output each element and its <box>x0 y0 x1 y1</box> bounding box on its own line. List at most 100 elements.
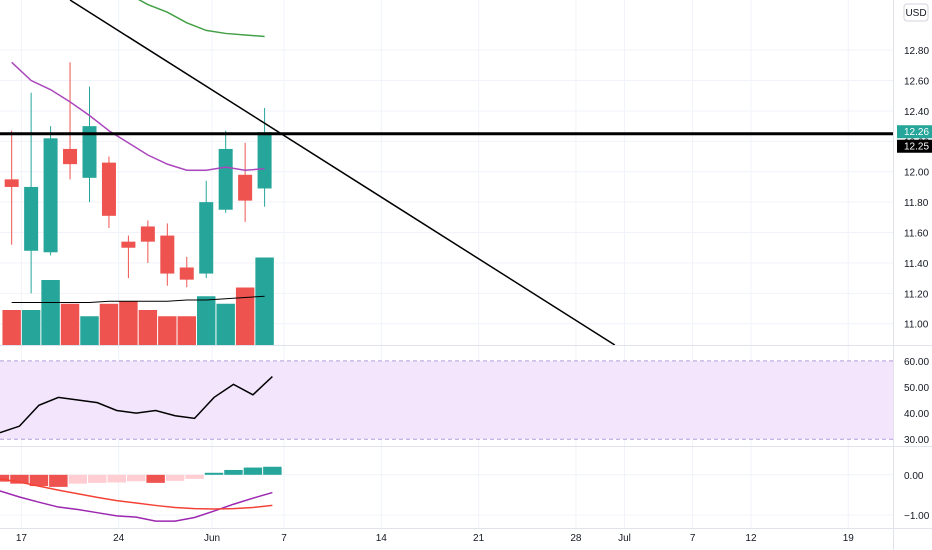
rsi-tick-label: 40.00 <box>904 409 929 420</box>
rsi-tick-label: 60.00 <box>904 357 929 368</box>
macd-histogram-bar <box>29 474 49 487</box>
badge-layer: 12.26 12.25 <box>897 125 932 153</box>
candle <box>101 156 116 228</box>
price-tick-label: 12.60 <box>904 77 929 88</box>
volume-ma-line <box>11 295 265 303</box>
line-layer <box>0 0 893 522</box>
volume-bar <box>60 303 80 345</box>
macd-histogram-bar <box>126 474 146 482</box>
candle <box>63 62 78 180</box>
macd-histogram-bar <box>49 474 68 487</box>
x-tick-label: 17 <box>16 533 28 544</box>
line-price-text: 12.25 <box>904 142 929 153</box>
price-tick-label: 11.40 <box>904 259 929 270</box>
candle <box>199 180 214 279</box>
price-tick-label: 11.60 <box>904 229 929 240</box>
candle-body <box>179 267 194 280</box>
macd-histogram-bar <box>185 474 204 479</box>
rsi-band <box>0 360 893 440</box>
volume-bar <box>216 303 235 345</box>
volume-bar <box>80 316 99 345</box>
macd-line <box>0 490 273 522</box>
macd-histogram-bar <box>10 474 29 484</box>
axis-layer: 17 24 Jun 7 14 21 28 Jul 7 12 19 12.80 12.60 12.40 12.… <box>16 46 930 544</box>
rsi-tick-label: 30.00 <box>904 435 929 446</box>
candle-body <box>63 148 78 165</box>
volume-bar <box>196 296 216 345</box>
candle-body <box>257 132 272 189</box>
candle-body <box>140 226 155 242</box>
x-tick-label: 12 <box>745 533 757 544</box>
ma-purple-line <box>11 61 265 171</box>
x-tick-label: 21 <box>473 533 485 544</box>
candle-body <box>4 179 19 187</box>
macd-tick-label: −1.00 <box>904 511 930 522</box>
volume-bar <box>177 316 196 345</box>
macd-histogram-bar <box>107 474 126 483</box>
candle <box>121 235 136 279</box>
candle <box>218 130 233 213</box>
grid-layer <box>0 0 893 528</box>
price-tick-label: 11.20 <box>904 289 929 300</box>
candle <box>43 126 58 256</box>
ma-green-line <box>137 0 265 38</box>
signal-line <box>0 478 273 510</box>
rsi-tick-label: 50.00 <box>904 383 929 394</box>
candle-body <box>218 148 233 210</box>
x-tick-label: 7 <box>281 533 287 544</box>
x-tick-label: 28 <box>570 533 582 544</box>
volume-bar <box>21 310 41 345</box>
candle <box>238 142 253 222</box>
candle-body <box>199 202 214 274</box>
macd-tick-label: 0.00 <box>904 471 924 482</box>
x-tick-label: 14 <box>376 533 388 544</box>
candle-layer <box>4 62 272 294</box>
volume-bar <box>41 280 60 345</box>
candle <box>179 256 194 288</box>
price-tick-label: 12.00 <box>904 168 929 179</box>
currency-label: USD <box>905 8 926 19</box>
candle-body <box>43 138 58 253</box>
macd-histogram-bar <box>146 474 165 483</box>
volume-bar <box>99 303 119 345</box>
price-tick-label: 11.80 <box>904 198 929 209</box>
volume-bar <box>138 310 158 345</box>
macd-histogram-bar <box>68 474 88 484</box>
candle-body <box>24 186 39 251</box>
macd-histogram-bar <box>204 472 224 475</box>
macd-histogram-bar <box>243 467 263 475</box>
candle-body <box>160 235 175 274</box>
candle <box>257 107 272 207</box>
volume-layer <box>0 257 282 487</box>
candle <box>24 92 39 294</box>
price-tick-label: 12.80 <box>904 46 929 57</box>
x-tick-label: 19 <box>843 533 855 544</box>
candle <box>4 130 19 245</box>
macd-histogram-bar <box>165 474 185 481</box>
macd-histogram-bar <box>88 474 107 483</box>
line-price-badge <box>897 139 932 153</box>
volume-bar <box>2 310 21 345</box>
volume-bar <box>158 316 177 345</box>
candle-body <box>238 174 253 201</box>
price-tick-label: 12.40 <box>904 107 929 118</box>
x-tick-label: Jun <box>204 533 220 544</box>
x-tick-label: 7 <box>690 533 696 544</box>
candle-body <box>82 126 97 178</box>
volume-bar <box>119 301 138 345</box>
macd-histogram-bar <box>263 466 282 475</box>
candle <box>140 220 155 263</box>
macd-histogram-bar <box>0 474 10 482</box>
x-tick-label: Jul <box>618 533 631 544</box>
candle-body <box>121 241 136 248</box>
currency-button[interactable]: USD <box>903 3 929 22</box>
price-tick-label: 11.00 <box>904 320 929 331</box>
candle <box>160 223 175 286</box>
x-tick-label: 24 <box>113 533 125 544</box>
candle-body <box>101 162 116 216</box>
last-price-text: 12.26 <box>904 127 929 138</box>
macd-histogram-bar <box>224 469 243 475</box>
trendline[interactable] <box>69 0 616 346</box>
